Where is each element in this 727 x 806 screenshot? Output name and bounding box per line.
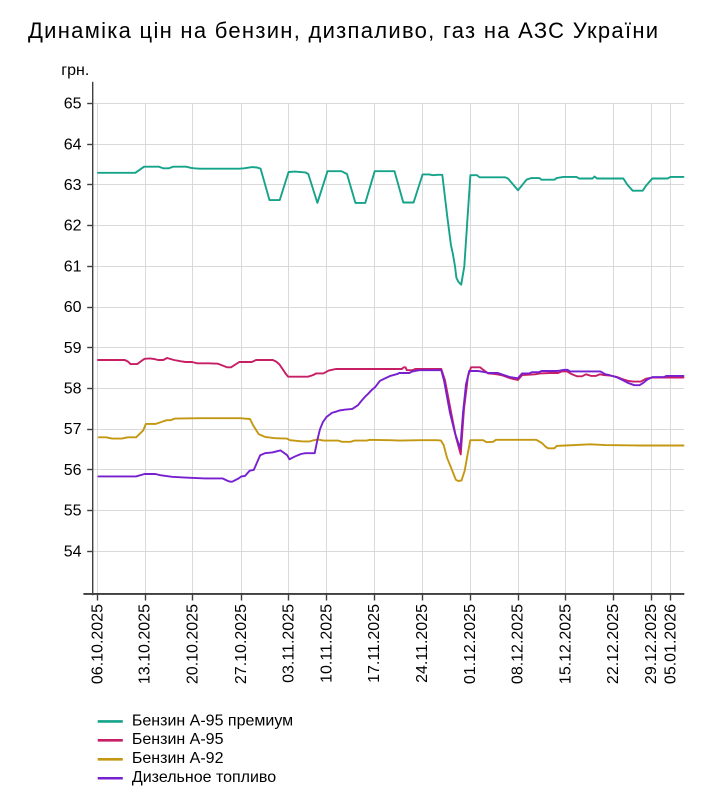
svg-text:59: 59 [64,340,82,357]
svg-text:65: 65 [64,96,82,113]
svg-text:08.12.2025: 08.12.2025 [510,604,527,684]
svg-text:15.12.2025: 15.12.2025 [557,604,574,684]
svg-text:56: 56 [64,462,82,479]
svg-text:Бензин А-95 премиум: Бензин А-95 премиум [132,712,293,729]
svg-text:24.11.2025: 24.11.2025 [414,604,431,683]
svg-text:27.10.2025: 27.10.2025 [233,604,250,684]
svg-text:Бензин А-92: Бензин А-92 [132,750,224,767]
svg-text:03.11.2025: 03.11.2025 [281,604,298,683]
svg-text:13.10.2025: 13.10.2025 [137,604,154,684]
svg-text:17.11.2025: 17.11.2025 [366,604,383,683]
svg-text:05.01.2026: 05.01.2026 [662,604,679,684]
svg-text:22.12.2025: 22.12.2025 [605,604,622,684]
svg-text:60: 60 [64,299,82,316]
svg-text:Дизельное топливо: Дизельное топливо [132,769,276,786]
svg-text:64: 64 [64,136,82,153]
svg-text:01.12.2025: 01.12.2025 [462,604,479,684]
svg-text:55: 55 [64,503,82,520]
svg-text:Динаміка цін на бензин, дизпал: Динаміка цін на бензин, дизпаливо, газ н… [28,18,659,43]
svg-text:62: 62 [64,218,82,235]
svg-text:20.10.2025: 20.10.2025 [184,604,201,684]
svg-text:10.11.2025: 10.11.2025 [318,604,335,683]
svg-text:61: 61 [64,258,82,275]
svg-text:06.10.2025: 06.10.2025 [89,604,106,684]
svg-text:54: 54 [64,543,82,560]
svg-text:29.12.2025: 29.12.2025 [643,604,660,684]
svg-text:Бензин А-95: Бензин А-95 [132,731,224,748]
svg-text:грн.: грн. [61,62,89,79]
svg-text:63: 63 [64,177,82,194]
svg-text:57: 57 [64,421,82,438]
svg-text:58: 58 [64,381,82,398]
